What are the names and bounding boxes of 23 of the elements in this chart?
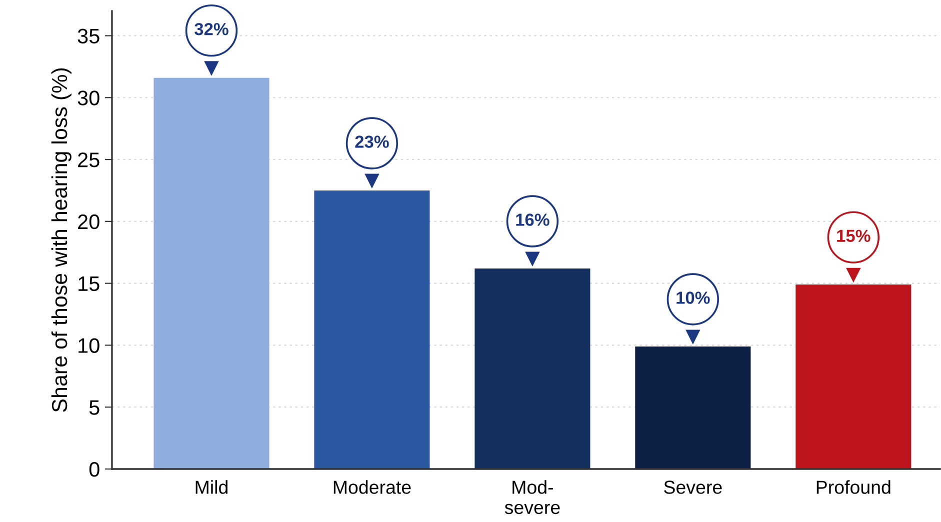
data-label: 15% — [837, 230, 870, 242]
y-axis-title: Share of those with hearing loss (%) — [51, 68, 72, 412]
data-label: 16% — [516, 214, 550, 226]
bar — [154, 78, 270, 470]
y-tick-label: 25 — [78, 152, 100, 168]
y-tick-label: 15 — [78, 276, 100, 292]
bar — [474, 268, 590, 470]
y-tick-label: 0 — [89, 462, 100, 477]
x-tick-label: Profound — [816, 480, 890, 494]
x-tick-label: Moderate — [334, 480, 411, 494]
bar — [314, 190, 430, 470]
x-tick-label: Severe — [664, 480, 722, 494]
x-tick-label: Mod- severe — [504, 480, 560, 514]
y-tick-label: 35 — [78, 28, 100, 44]
data-label: 23% — [355, 136, 389, 148]
data-label: 10% — [676, 292, 710, 304]
bar — [635, 346, 751, 470]
data-label: 32% — [194, 22, 228, 36]
y-tick-label: 30 — [78, 90, 100, 106]
y-tick-label: 5 — [89, 400, 100, 415]
x-tick-label: Mild — [196, 480, 228, 494]
y-tick-label: 10 — [78, 338, 100, 353]
y-tick-label: 20 — [78, 214, 100, 230]
